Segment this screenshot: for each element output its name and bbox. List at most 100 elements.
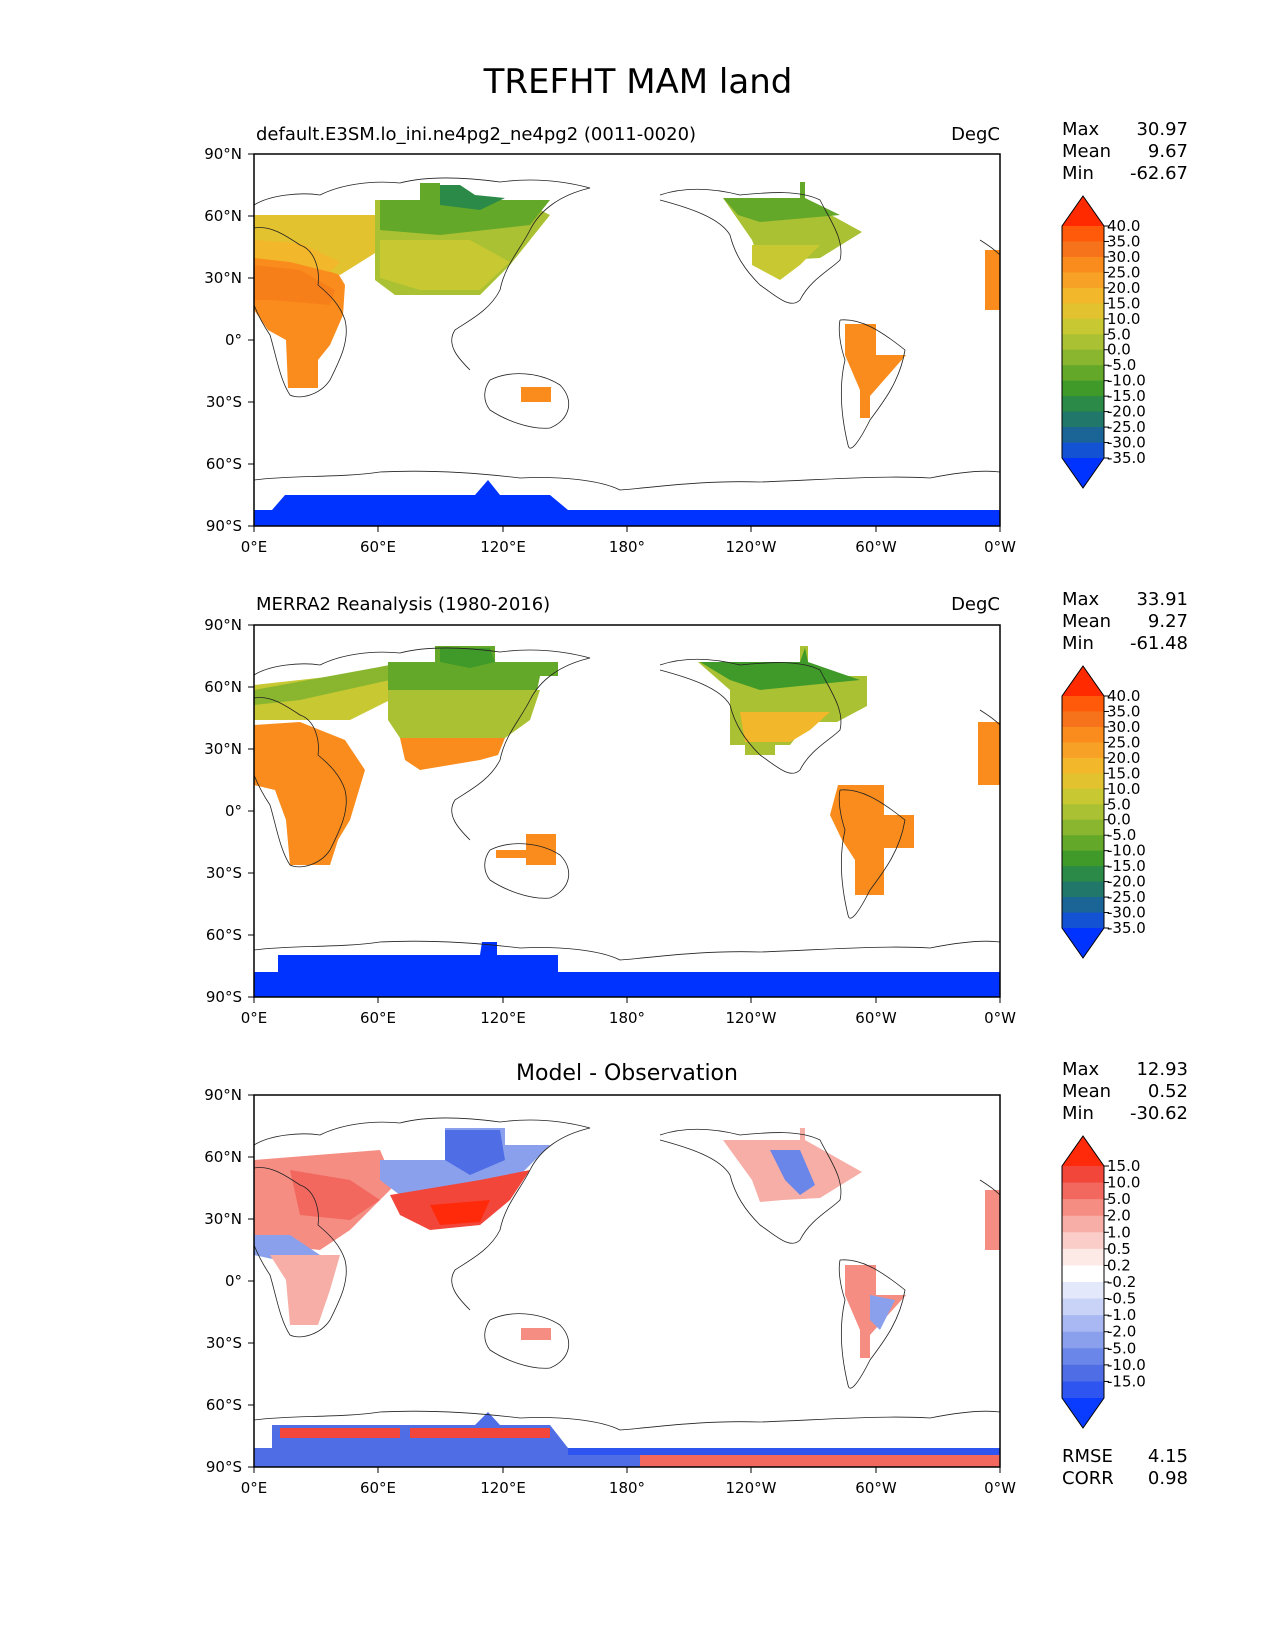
x-tick-label: 120°E	[480, 1009, 526, 1027]
x-tick-label: 120°W	[726, 1479, 777, 1497]
colorbar-tick-label: -10.0	[1107, 372, 1146, 390]
colorbar-segment	[1062, 287, 1104, 304]
coastlines	[254, 647, 1000, 961]
colorbar-segment	[1062, 897, 1104, 914]
colorbar-segment	[1062, 349, 1104, 366]
x-tick-label: 60°W	[855, 538, 897, 556]
colorbar-segment	[1062, 850, 1104, 867]
colorbar-segment	[1062, 819, 1104, 836]
y-tick-label: 90°N	[204, 1086, 242, 1104]
colorbar-extend-min	[1062, 928, 1104, 958]
colorbar-tick-label: 0.0	[1107, 811, 1131, 829]
y-tick-label: 30°S	[206, 393, 242, 411]
y-tick-label: 90°S	[206, 988, 242, 1006]
colorbar-tick-label: -20.0	[1107, 873, 1146, 891]
colorbar-segment	[1062, 696, 1104, 713]
region-central-asia	[388, 690, 540, 738]
colorbar-tick-label: 5.0	[1107, 325, 1131, 343]
region-middle-east-diff	[290, 1170, 380, 1220]
colorbar-tick-label: 40.0	[1107, 687, 1140, 705]
colorbar-tick-label: -30.0	[1107, 434, 1146, 452]
region-north-america-south	[752, 245, 820, 280]
region-antarctica-east-warm	[280, 1428, 400, 1438]
colorbar-segment	[1062, 866, 1104, 883]
x-tick-label: 120°W	[726, 538, 777, 556]
stats-block: Max 30.97 Mean 9.67 Min -62.67	[1062, 119, 1188, 184]
map-fill	[254, 182, 1000, 526]
colorbar-segment	[1062, 411, 1104, 428]
y-tick-label: 60°N	[204, 207, 242, 225]
colorbar-segment	[1062, 365, 1104, 382]
colorbar-tick-label: 5.0	[1107, 795, 1131, 813]
colorbar-segment	[1062, 804, 1104, 821]
figure-title: TREFHT MAM land	[483, 62, 793, 102]
colorbar-tick-label: 25.0	[1107, 733, 1140, 751]
y-axis: 90°N 60°N 30°N 0° 30°S 60°S 90°S	[204, 145, 254, 535]
colorbar-segment	[1062, 757, 1104, 774]
colorbar-tick-label: -5.0	[1107, 826, 1136, 844]
region-siberia	[388, 646, 558, 700]
colorbar-extend-max	[1062, 1136, 1104, 1166]
colorbar-tick-label: -5.0	[1107, 1339, 1136, 1357]
coastlines	[254, 1117, 1000, 1431]
region-tibet-diff	[390, 1170, 530, 1230]
stat-value: 12.93	[1136, 1059, 1188, 1080]
panel-difference: Model - Observation	[204, 1059, 1188, 1497]
colorbar-segment	[1062, 1182, 1104, 1200]
x-axis: 0°E 60°E 120°E 180° 120°W 60°W 0°W	[241, 1467, 1016, 1497]
stat-value: 4.15	[1148, 1446, 1188, 1467]
colorbar-tick-label: -2.0	[1107, 1323, 1136, 1341]
colorbar-extend-min	[1062, 458, 1104, 488]
region-north-america-north	[700, 648, 860, 690]
stat-label: Min	[1062, 163, 1094, 184]
stat-label: Min	[1062, 633, 1094, 654]
colorbar-temperature: 40.035.030.025.020.015.010.05.00.0-5.0-1…	[1061, 665, 1146, 959]
colorbar-segment	[1062, 726, 1104, 743]
colorbar-extend-max	[1062, 666, 1104, 696]
region-africa-diff	[270, 1255, 340, 1325]
colorbar-tick-label: 10.0	[1107, 1174, 1140, 1192]
x-tick-label: 180°	[609, 1009, 645, 1027]
panel-units: DegC	[951, 124, 1000, 145]
colorbar-segment	[1062, 1348, 1104, 1366]
stat-value: 0.52	[1148, 1081, 1188, 1102]
colorbar-segment	[1062, 427, 1104, 444]
colorbar-tick-label: -10.0	[1107, 842, 1146, 860]
colorbar-tick-label: 25.0	[1107, 263, 1140, 281]
colorbar-tick-label: 0.5	[1107, 1240, 1131, 1258]
y-tick-label: 0°	[225, 1272, 242, 1290]
colorbar-segment	[1062, 1282, 1104, 1300]
y-tick-label: 30°N	[204, 1210, 242, 1228]
region-south-asia	[400, 738, 505, 770]
y-tick-label: 60°S	[206, 1396, 242, 1414]
stat-label: Mean	[1062, 141, 1111, 162]
colorbar-segment	[1062, 1166, 1104, 1184]
region-australia-diff	[521, 1328, 551, 1340]
stat-label: Max	[1062, 589, 1100, 610]
stat-value: 33.91	[1136, 589, 1188, 610]
colorbar-outline	[1061, 1135, 1105, 1429]
colorbar-segment	[1062, 334, 1104, 351]
colorbar-segment	[1062, 1215, 1104, 1233]
colorbar-tick-label: -10.0	[1107, 1356, 1146, 1374]
colorbar-tick-label: 20.0	[1107, 749, 1140, 767]
extra-stats-block: RMSE 4.15 CORR 0.98	[1062, 1446, 1188, 1489]
colorbar-tick-label: 2.0	[1107, 1207, 1131, 1225]
panel-observation: MERRA2 Reanalysis (1980-2016) DegC	[204, 589, 1188, 1027]
y-axis: 90°N 60°N 30°N 0° 30°S 60°S 90°S	[204, 616, 254, 1006]
colorbar-temperature: 40.035.030.025.020.015.010.05.00.0-5.0-1…	[1061, 195, 1146, 489]
colorbar-segment	[1062, 881, 1104, 898]
colorbar-tick-label: 10.0	[1107, 780, 1140, 798]
stats-block: Max 12.93 Mean 0.52 Min -30.62	[1062, 1059, 1188, 1124]
stat-label: Min	[1062, 1103, 1094, 1124]
x-tick-label: 180°	[609, 538, 645, 556]
region-south-america	[830, 785, 914, 895]
y-tick-label: 60°N	[204, 678, 242, 696]
colorbar-tick-label: -5.0	[1107, 356, 1136, 374]
x-tick-label: 60°E	[360, 538, 396, 556]
colorbar-segment	[1062, 912, 1104, 929]
x-tick-label: 60°W	[855, 1009, 897, 1027]
region-north-america-north	[723, 182, 840, 222]
region-antarctica-east-diff	[254, 1412, 640, 1467]
